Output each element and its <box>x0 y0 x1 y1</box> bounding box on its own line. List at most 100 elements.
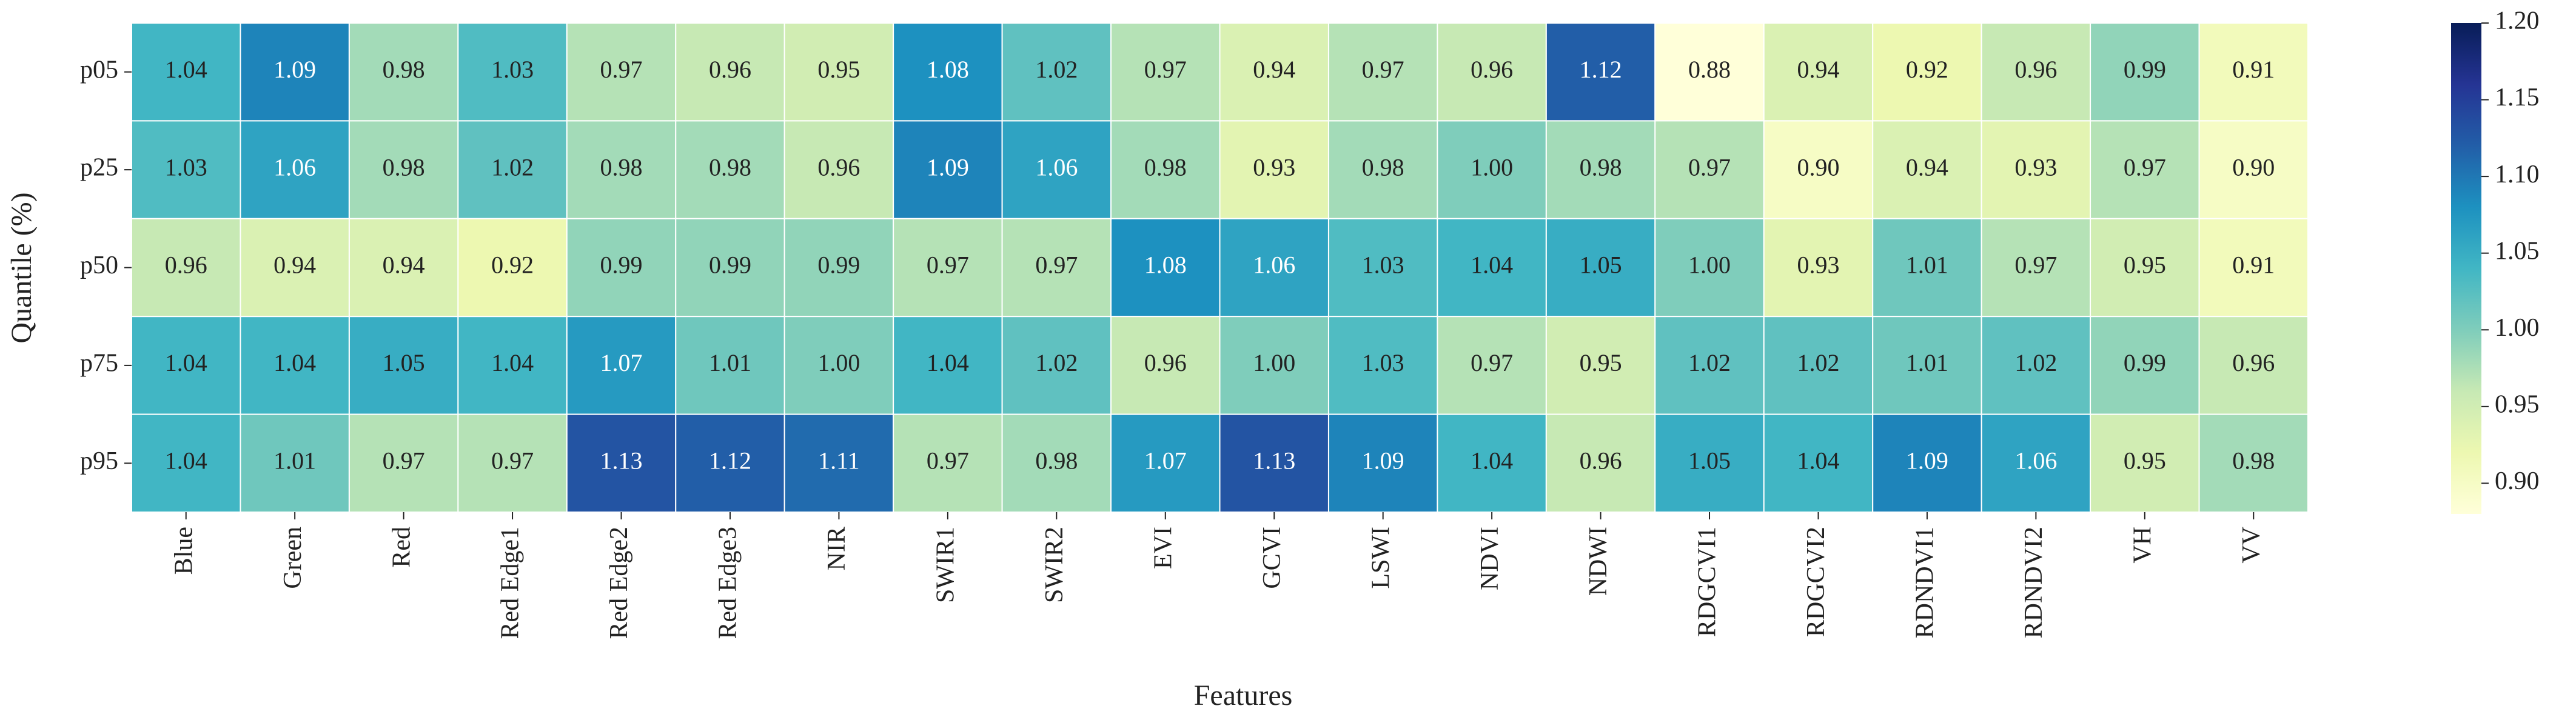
cell-label: 0.94 <box>1906 153 1948 181</box>
x-tick-label: RDGCVI2 <box>1802 527 1830 637</box>
cell-label: 1.02 <box>2014 349 2057 376</box>
y-tick-label: p05 <box>80 56 118 84</box>
cell-label: 1.00 <box>1688 252 1731 279</box>
cell-label: 1.09 <box>1906 447 1948 474</box>
heatmap-cell <box>1437 22 1547 122</box>
heatmap-cell <box>240 413 350 513</box>
cell-label: 0.99 <box>2124 349 2166 376</box>
cell-label: 0.96 <box>1471 56 1513 83</box>
heatmap-cell <box>1001 413 1112 513</box>
heatmap-cell <box>1327 413 1438 513</box>
x-tick-label: LSWI <box>1367 527 1395 589</box>
heatmap-cell <box>1545 218 1656 318</box>
heatmap-cell <box>1219 413 1329 513</box>
cell-label: 0.97 <box>1035 252 1078 279</box>
heatmap-cell <box>1872 316 1982 415</box>
cell-label: 0.98 <box>600 153 643 181</box>
cell-label: 1.09 <box>273 56 316 83</box>
cell-label: 1.07 <box>1144 447 1187 474</box>
heatmap-cell <box>2198 413 2309 513</box>
heatmap-cell <box>1763 218 1874 318</box>
x-tick-label: RDNDVI2 <box>2020 527 2048 638</box>
heatmap-cell <box>1001 316 1112 415</box>
cell-label: 0.97 <box>1471 349 1513 376</box>
cell-label: 1.02 <box>491 153 534 181</box>
heatmap-cell <box>348 22 459 122</box>
cell-label: 0.99 <box>709 252 751 279</box>
cell-label: 1.12 <box>709 447 751 474</box>
cell-label: 0.99 <box>817 252 860 279</box>
x-tick-label: Red Edge3 <box>714 527 742 639</box>
heatmap-cell <box>1654 316 1765 415</box>
cell-label: 0.99 <box>600 252 643 279</box>
cell-label: 1.05 <box>1688 447 1731 474</box>
heatmap-cell <box>893 120 1003 219</box>
heatmap-cell <box>1654 413 1765 513</box>
cell-label: 1.11 <box>818 447 860 474</box>
heatmap-cell <box>783 120 894 219</box>
heatmap-cell <box>240 218 350 318</box>
heatmap-cell <box>1654 218 1765 318</box>
heatmap-cell <box>1763 316 1874 415</box>
cell-label: 1.09 <box>1362 447 1404 474</box>
cell-label: 0.92 <box>491 252 534 279</box>
cell-label: 0.97 <box>600 56 643 83</box>
heatmap-cell <box>1763 413 1874 513</box>
heatmap-cell <box>1437 316 1547 415</box>
cell-label: 1.03 <box>1362 349 1404 376</box>
cell-label: 0.97 <box>2014 252 2057 279</box>
cell-label: 1.01 <box>1906 349 1948 376</box>
cell-label: 1.03 <box>491 56 534 83</box>
cell-label: 1.04 <box>165 447 207 474</box>
heatmap-cell <box>457 413 568 513</box>
y-tick-label: p25 <box>80 154 118 182</box>
cell-label: 0.93 <box>1797 252 1839 279</box>
heatmap-cell <box>131 316 241 415</box>
cell-label: 1.06 <box>1253 252 1295 279</box>
heatmap-cell <box>893 413 1003 513</box>
heatmap-cell <box>1001 120 1112 219</box>
heatmap-cell <box>566 218 677 318</box>
cell-label: 0.98 <box>709 153 751 181</box>
cell-label: 1.04 <box>491 349 534 376</box>
cell-label: 0.88 <box>1688 56 1731 83</box>
cell-label: 0.99 <box>2124 56 2166 83</box>
heatmap-cell <box>1872 120 1982 219</box>
heatmap-cell <box>1110 316 1221 415</box>
cell-label: 0.96 <box>2232 349 2275 376</box>
cell-label: 1.01 <box>1906 252 1948 279</box>
heatmap-cell <box>675 413 785 513</box>
cell-label: 0.98 <box>1580 153 1622 181</box>
colorbar-tick-label: 1.20 <box>2495 7 2540 35</box>
cell-label: 0.92 <box>1906 56 1948 83</box>
heatmap-cell <box>1545 413 1656 513</box>
heatmap-cell <box>1763 120 1874 219</box>
x-tick-label: NDWI <box>1585 527 1612 596</box>
cell-label: 0.98 <box>2232 447 2275 474</box>
heatmap-cell <box>566 22 677 122</box>
cell-label: 0.98 <box>383 153 425 181</box>
colorbar-tick-label: 1.15 <box>2495 84 2540 112</box>
cell-label: 1.02 <box>1035 56 1078 83</box>
heatmap-cell <box>675 22 785 122</box>
cell-label: 0.97 <box>927 252 969 279</box>
x-tick-label: SWIR1 <box>932 527 960 603</box>
cell-label: 0.94 <box>383 252 425 279</box>
cell-label: 1.02 <box>1688 349 1731 376</box>
cell-label: 1.02 <box>1035 349 1078 376</box>
heatmap-cell <box>566 413 677 513</box>
cell-label: 1.08 <box>1144 252 1187 279</box>
heatmap-cell <box>131 120 241 219</box>
heatmap-cell <box>2198 22 2309 122</box>
cell-label: 0.90 <box>1797 153 1839 181</box>
cell-label: 1.13 <box>1253 447 1295 474</box>
x-tick-label: RDGCVI1 <box>1694 527 1722 637</box>
cell-label: 0.98 <box>383 56 425 83</box>
heatmap-cell <box>131 22 241 122</box>
x-tick-label: EVI <box>1149 527 1177 569</box>
cell-label: 1.13 <box>600 447 643 474</box>
x-tick-label: SWIR2 <box>1041 527 1068 603</box>
cell-label: 1.04 <box>1797 447 1839 474</box>
cell-label: 0.96 <box>817 153 860 181</box>
heatmap-cell <box>1981 22 2091 122</box>
